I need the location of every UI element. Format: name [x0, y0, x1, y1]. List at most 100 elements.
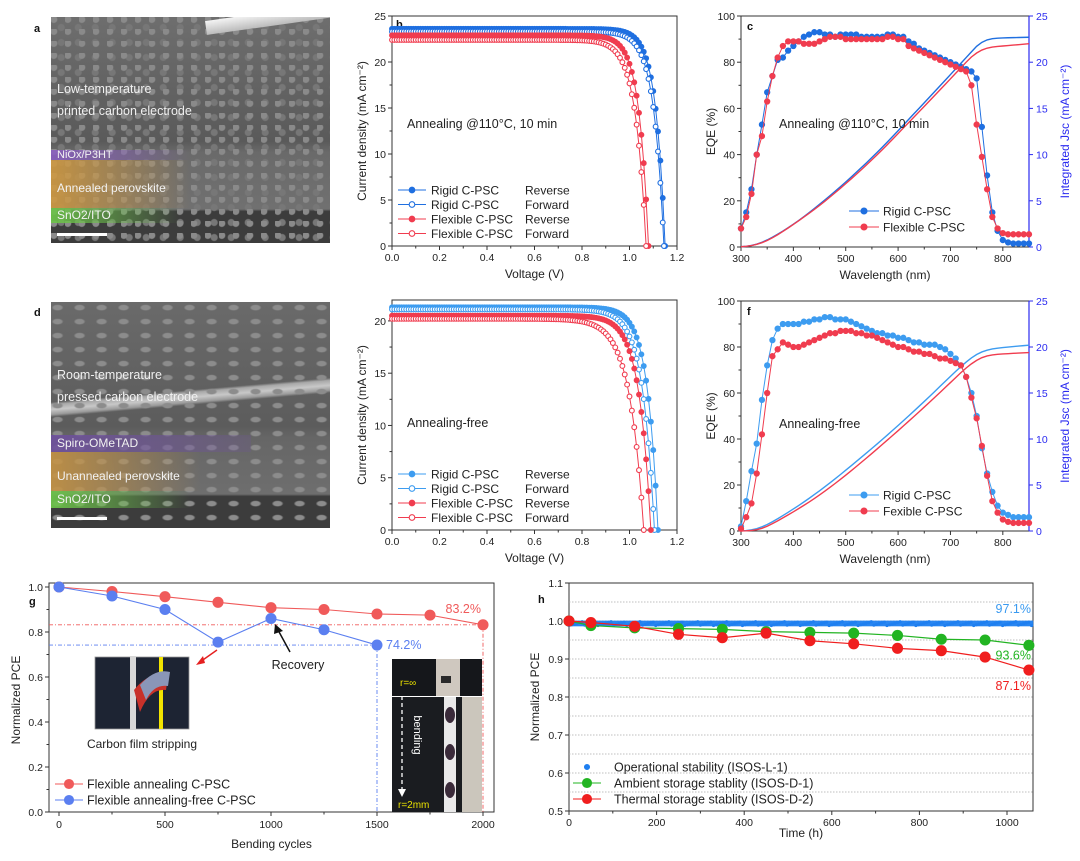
eqe-point: [999, 229, 1006, 237]
eqe-point: [743, 514, 750, 521]
eqe-point: [900, 334, 907, 341]
data-point: [650, 103, 657, 110]
eqe-point: [847, 35, 855, 43]
data-point: [657, 179, 664, 186]
operational-point: [803, 622, 808, 626]
x-tick-label: 600: [889, 253, 907, 265]
condition-annotation: Annealing @110°C, 10 min: [779, 117, 929, 131]
x-tick-label: 1.2: [670, 536, 685, 548]
operational-point: [935, 622, 939, 626]
data-point: [609, 340, 616, 346]
panel-letter: h: [538, 594, 545, 606]
operational-point: [1001, 623, 1005, 628]
eqe-point: [769, 72, 776, 80]
electrode-label-line2: printed carbon electrode: [57, 104, 192, 118]
eqe-point: [879, 336, 886, 344]
eqe-point: [926, 341, 933, 348]
x-tick-label: 1.0: [622, 536, 637, 548]
eqe-point: [983, 472, 991, 479]
operational-point: [1024, 621, 1028, 625]
operational-point: [790, 622, 794, 626]
series-flexible-c-psc-forward: [389, 36, 650, 249]
y-tick-label: 25: [374, 11, 386, 23]
data-point: [619, 332, 626, 339]
eqe-point: [1015, 231, 1022, 238]
operational-point: [982, 620, 986, 625]
eqe-point: [811, 29, 818, 36]
eqe-point: [774, 346, 781, 353]
eqe-point: [826, 330, 834, 337]
operational-point: [922, 621, 926, 625]
electrode-label-line2: pressed carbon electrode: [57, 390, 199, 404]
data-point: [643, 66, 650, 73]
operational-point: [619, 621, 624, 625]
chart-h: 0 200 400 600 800 1000 0.5 0.6 0.7 0.8 0.9 1.0 1.1 Ti…: [528, 578, 1035, 840]
x-tick-label: 200: [648, 817, 666, 829]
legend-scan: Forward: [525, 482, 569, 496]
eqe-point: [795, 38, 802, 45]
eqe-point: [905, 346, 912, 353]
eqe-point: [816, 316, 823, 323]
operational-point: [1027, 620, 1031, 624]
legend-marker: [860, 507, 868, 515]
label-r-flat: r=∞: [400, 678, 416, 689]
operational-point: [979, 621, 984, 625]
data-point: [647, 527, 654, 533]
x-tick-label: 0.0: [385, 252, 400, 264]
operational-point: [945, 623, 950, 627]
legend-label: Rigid C-PSC: [431, 468, 499, 482]
y-tick-label: 1.0: [28, 582, 43, 594]
operational-point: [914, 623, 918, 628]
y-tick-label: 100: [717, 296, 735, 308]
eqe-point: [873, 35, 881, 43]
operational-point: [853, 620, 858, 624]
y-tick-label: 0.0: [28, 807, 43, 819]
data-point: [631, 365, 638, 372]
data-point: [563, 615, 575, 627]
eqe-point: [790, 343, 797, 351]
operational-point: [753, 620, 758, 624]
operational-point: [856, 623, 860, 628]
eqe-point: [947, 350, 954, 358]
legend-label: Ambient storage stablity (ISOS-D-1): [614, 777, 813, 791]
legend-marker: [408, 230, 416, 237]
operational-point: [696, 620, 700, 624]
operational-point: [880, 621, 884, 625]
data-point: [640, 527, 647, 533]
operational-point: [711, 623, 716, 628]
eqe-point: [847, 327, 855, 335]
layer-perovskite: Annealed perovskite: [51, 160, 191, 208]
legend-label: Flexible annealing C-PSC: [87, 778, 230, 792]
data-point: [979, 634, 991, 646]
operational-point: [990, 622, 994, 627]
operational-point: [974, 623, 978, 627]
data-point: [1023, 664, 1035, 676]
eqe-point: [805, 40, 813, 47]
bending-arrowhead: [398, 789, 406, 797]
integrated-jsc-line: [740, 43, 1030, 248]
data-point: [636, 142, 642, 149]
eqe-point: [947, 357, 954, 364]
eqe-point: [805, 339, 813, 346]
eqe-point: [942, 59, 949, 66]
operational-point: [932, 622, 936, 627]
eqe-point: [936, 56, 944, 64]
operational-point: [780, 620, 784, 625]
operational-point: [793, 621, 797, 625]
data-point: [318, 624, 330, 636]
recovery-arrowhead: [274, 624, 283, 634]
operational-point: [606, 620, 611, 625]
data-point: [660, 243, 667, 249]
y2-tick-label: 15: [1036, 103, 1048, 115]
data-point: [640, 396, 647, 403]
x-tick-label: 600: [889, 537, 907, 549]
data-point: [638, 351, 645, 358]
eqe-point: [842, 316, 849, 323]
eqe-point: [921, 350, 928, 358]
series-flexible-c-psc-forward: [389, 315, 647, 533]
eqe-point: [753, 470, 760, 477]
data-point: [628, 407, 635, 414]
data-point: [643, 456, 650, 463]
eqe-point: [910, 339, 917, 346]
layer-htl: Spiro-OMeTAD: [51, 435, 251, 452]
